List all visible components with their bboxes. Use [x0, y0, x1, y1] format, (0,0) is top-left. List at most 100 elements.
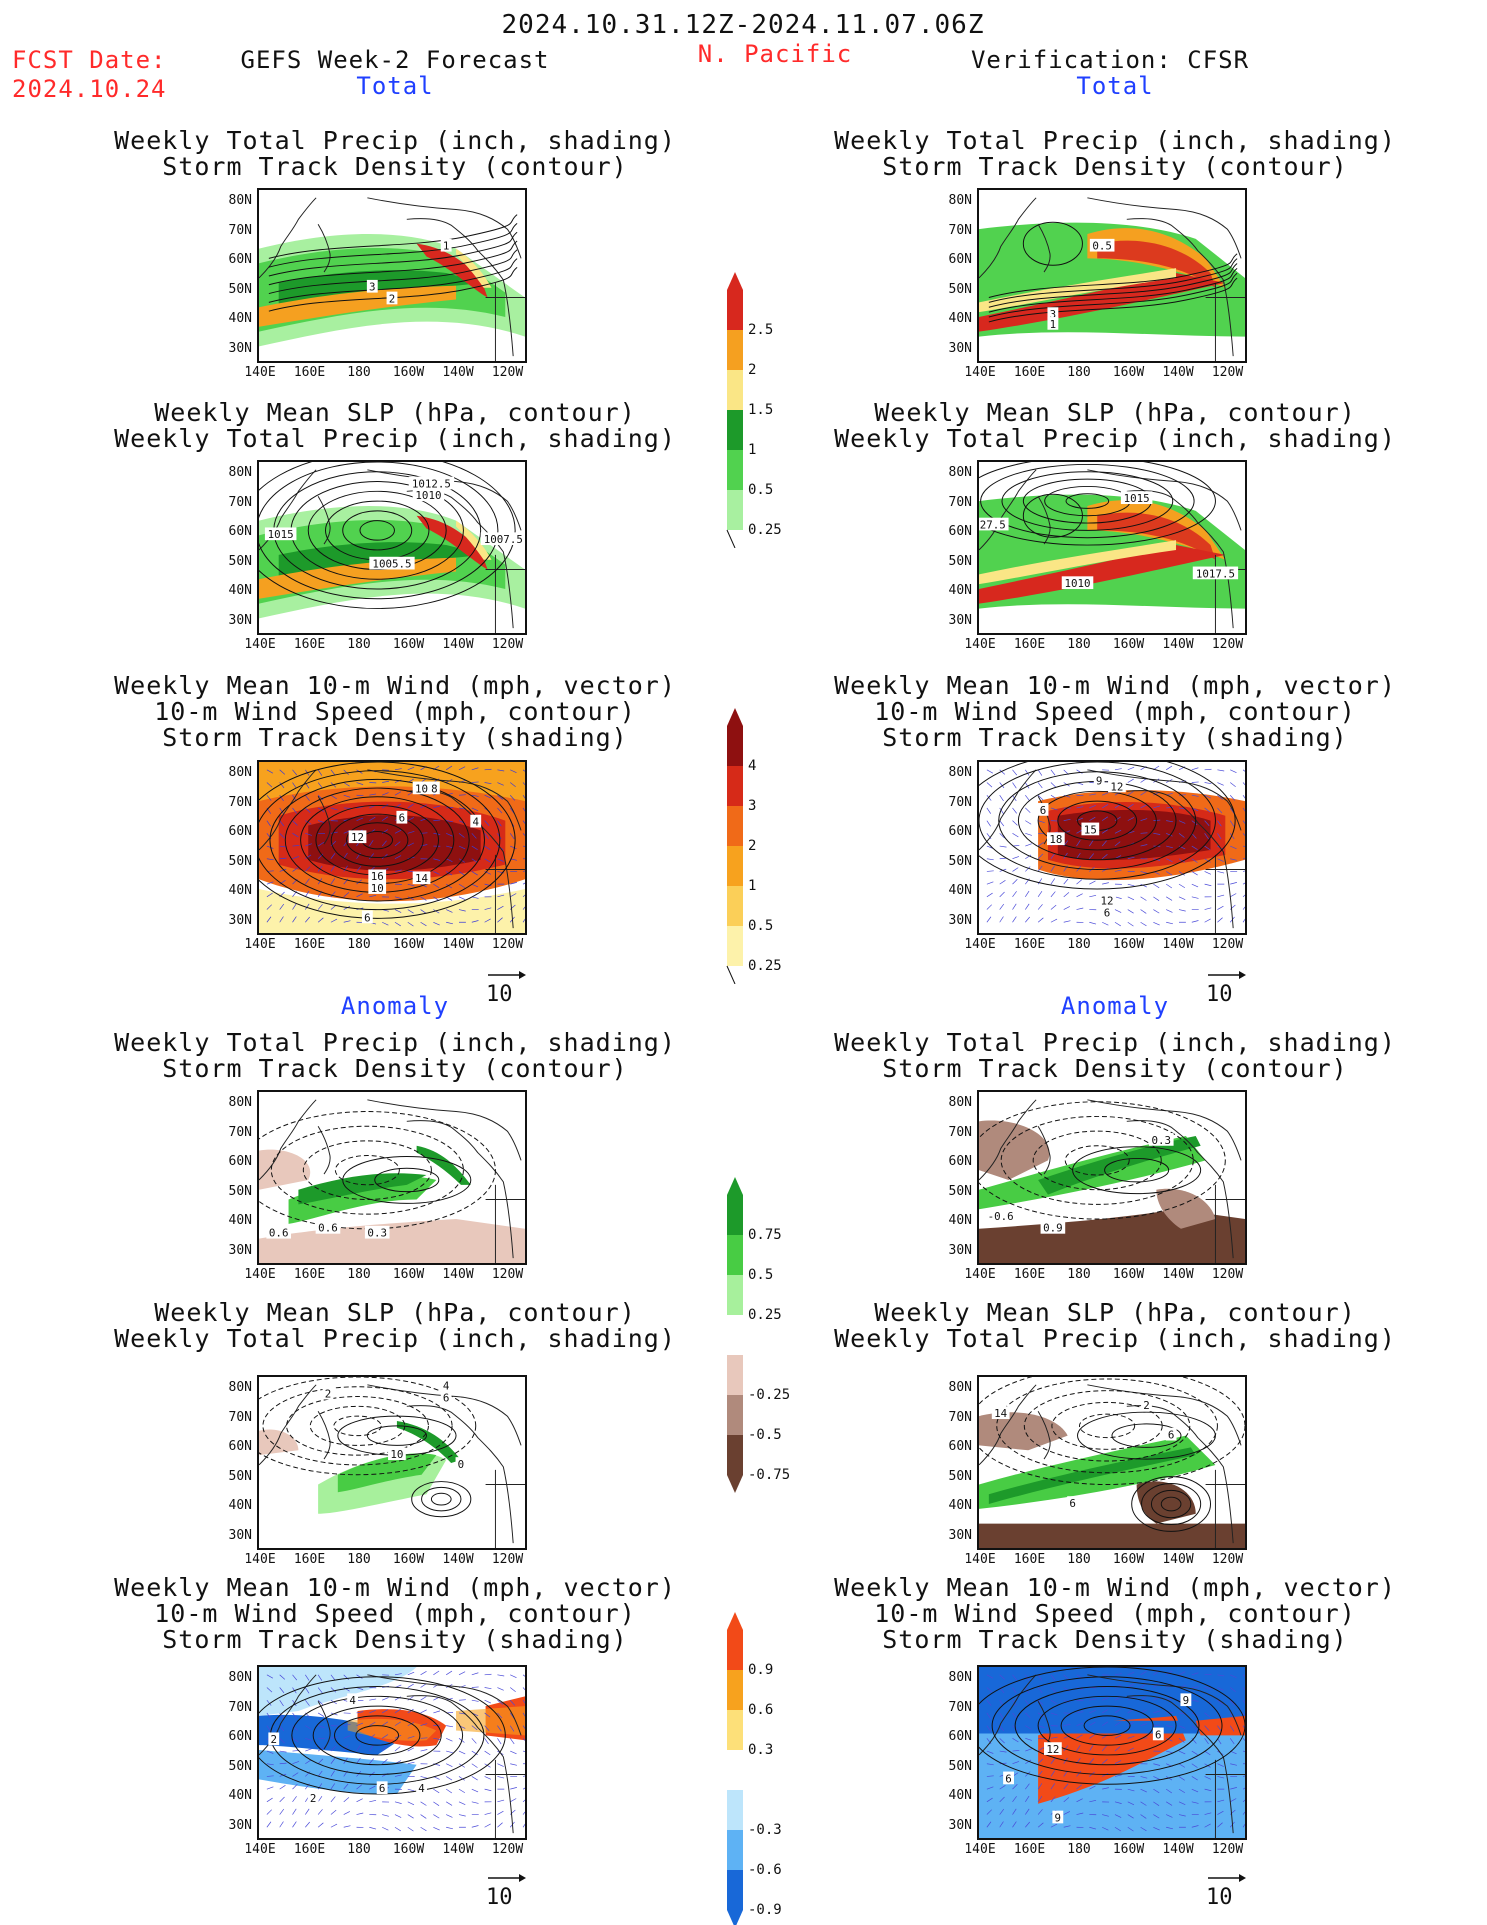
- left-total-header: Total: [356, 72, 434, 100]
- lon-tick-label: 140W: [442, 937, 474, 952]
- lon-tick-label: 160E: [293, 637, 326, 652]
- panel-title-line: Weekly Mean SLP (hPa, contour): [154, 1298, 636, 1327]
- lat-tick-label: 50N: [948, 1468, 972, 1484]
- lon-tick-label: 160W: [1112, 637, 1145, 652]
- lat-tick-label: 70N: [948, 794, 972, 810]
- map-field: 1015 27.5 1010 1017.5: [979, 462, 1245, 633]
- lat-tick-label: 70N: [228, 1699, 252, 1715]
- vector-reference-label: 10: [1206, 982, 1233, 1007]
- panel-title-line: Storm Track Density (shading): [162, 1625, 628, 1654]
- colorbar-label: 0.3: [748, 1742, 774, 1758]
- lat-tick-label: 30N: [948, 1527, 972, 1543]
- svg-text:-0.6: -0.6: [988, 1210, 1014, 1223]
- svg-text:2: 2: [271, 1733, 278, 1746]
- map-panel-vf-total-slp: 1015 27.5 1010 1017.5: [977, 460, 1247, 635]
- svg-text:1: 1: [1050, 318, 1057, 331]
- svg-text:8: 8: [431, 782, 438, 795]
- lon-tick-label: 180: [1067, 937, 1091, 952]
- lat-tick-label: 80N: [948, 193, 972, 208]
- lat-tick-label: 70N: [228, 1409, 252, 1425]
- lon-tick-label: 160W: [392, 1842, 425, 1857]
- svg-text:9: 9: [1055, 1811, 1062, 1824]
- lat-tick-label: 60N: [948, 252, 972, 267]
- left-column-title: GEFS Week-2 Forecast: [240, 46, 550, 74]
- lat-tick-label: 50N: [228, 1183, 252, 1199]
- vector-reference-left-anom: 10: [486, 1866, 526, 1910]
- lon-tick-label: 140E: [244, 365, 276, 380]
- lon-tick-label: 140W: [1162, 1552, 1194, 1567]
- map-field: 0.5 31: [979, 197, 1245, 361]
- colorbar-label: 0.5: [748, 918, 774, 934]
- panel-title-line: Storm Track Density (shading): [882, 1625, 1348, 1654]
- vector-reference-right-total: 10: [1206, 963, 1246, 1007]
- lat-tick-label: 80N: [228, 1380, 252, 1395]
- panel-title-line: Weekly Total Precip (inch, shading): [834, 1028, 1396, 1057]
- lon-tick-label: 120W: [491, 637, 524, 652]
- lon-tick-label: 140W: [1162, 1267, 1194, 1282]
- lat-tick-label: 30N: [228, 912, 252, 928]
- lon-tick-label: 120W: [491, 937, 524, 952]
- colorbar-label: 0.9: [748, 1662, 774, 1678]
- colorbar-label: -0.5: [748, 1427, 782, 1443]
- panel-title-line: Weekly Mean SLP (hPa, contour): [874, 1298, 1356, 1327]
- lon-tick-label: 180: [1067, 365, 1091, 380]
- lon-tick-label: 180: [347, 1267, 371, 1282]
- lon-tick-label: 140W: [442, 637, 474, 652]
- svg-text:4: 4: [418, 1782, 425, 1795]
- svg-text:12: 12: [351, 831, 364, 844]
- svg-text:4: 4: [472, 816, 479, 829]
- colorbar-label: -0.25: [748, 1387, 791, 1403]
- svg-text:1010: 1010: [1064, 577, 1090, 590]
- lon-tick-label: 140E: [964, 1267, 996, 1282]
- vector-reference-label: 10: [486, 1885, 513, 1910]
- left-anomaly-header: Anomaly: [340, 992, 450, 1020]
- lon-tick-label: 140E: [244, 1552, 276, 1567]
- svg-text:2: 2: [325, 1388, 332, 1401]
- svg-text:0.9: 0.9: [1043, 1222, 1063, 1235]
- map-field: 0.3 -0.6 0.9: [979, 1099, 1245, 1263]
- svg-text:10: 10: [371, 882, 384, 895]
- lon-tick-label: 160E: [1013, 1267, 1046, 1282]
- lon-tick-label: 120W: [1211, 365, 1244, 380]
- lat-tick-label: 50N: [228, 553, 252, 569]
- colorbar-label: 0.5: [748, 482, 774, 498]
- svg-text:1017.5: 1017.5: [1196, 567, 1235, 580]
- lat-tick-label: 50N: [948, 553, 972, 569]
- lat-tick-label: 50N: [228, 1468, 252, 1484]
- lon-tick-label: 120W: [491, 1842, 524, 1857]
- svg-text:3: 3: [1050, 308, 1057, 321]
- lon-tick-label: 160E: [293, 1267, 326, 1282]
- lat-tick-label: 60N: [228, 252, 252, 267]
- panel-title-line: Weekly Total Precip (inch, shading): [834, 424, 1396, 453]
- lon-tick-label: 140E: [244, 1267, 276, 1282]
- lat-tick-label: 40N: [228, 883, 252, 898]
- colorbar-label: 1: [748, 878, 757, 894]
- svg-text:1007.5: 1007.5: [484, 533, 523, 546]
- map-field: 1 32: [259, 197, 525, 361]
- map-field: 0.60.60.3-0.3: [259, 1099, 525, 1263]
- lat-tick-label: 80N: [228, 765, 252, 780]
- lon-tick-label: 160W: [392, 365, 425, 380]
- svg-text:18: 18: [1049, 833, 1062, 846]
- lon-tick-label: 120W: [1211, 1552, 1244, 1567]
- panel-title-line: Storm Track Density (contour): [882, 152, 1348, 181]
- panel-title-line: Weekly Total Precip (inch, shading): [114, 1324, 676, 1353]
- lat-tick-label: 80N: [228, 465, 252, 480]
- lon-tick-label: 160E: [1013, 1552, 1046, 1567]
- lon-tick-label: 140W: [1162, 637, 1194, 652]
- lon-tick-label: 180: [347, 937, 371, 952]
- lon-tick-label: 180: [347, 637, 371, 652]
- lon-tick-label: 180: [347, 1842, 371, 1857]
- lon-tick-label: 140W: [1162, 937, 1194, 952]
- lat-tick-label: 30N: [228, 1242, 252, 1258]
- svg-text:1005.5: 1005.5: [372, 558, 411, 571]
- lon-tick-label: 120W: [1211, 637, 1244, 652]
- svg-text:6: 6: [1155, 1728, 1162, 1741]
- lat-tick-label: 70N: [228, 494, 252, 510]
- svg-text:6: 6: [364, 911, 371, 924]
- panel-title-line: 10-m Wind Speed (mph, contour): [154, 697, 636, 726]
- lat-tick-label: 40N: [228, 1498, 252, 1513]
- lat-tick-label: 30N: [948, 912, 972, 928]
- lon-tick-label: 140W: [442, 1842, 474, 1857]
- lat-tick-label: 40N: [948, 1498, 972, 1513]
